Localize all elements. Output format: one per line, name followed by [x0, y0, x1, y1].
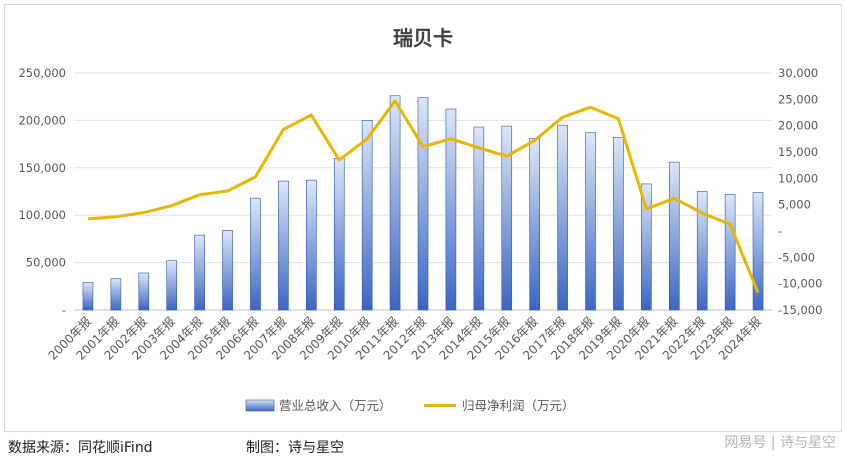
revenue-bar	[557, 124, 568, 311]
y-left-tick-label: 50,000	[26, 256, 66, 270]
revenue-bar	[361, 120, 373, 311]
y-right-tick-label: 5,000	[778, 198, 811, 212]
data-source: 数据来源：同花顺iFind	[8, 440, 153, 456]
chart-maker: 制图：诗与星空	[246, 440, 344, 456]
y-right-tick-label: 25,000	[778, 92, 818, 106]
y-right-tick-label: -5,000	[778, 250, 815, 264]
y-right-tick-label: -15,000	[778, 303, 822, 317]
net-profit-line	[87, 99, 760, 294]
revenue-bar	[278, 180, 289, 311]
y-left-tick-label: 100,000	[18, 208, 66, 222]
legend-bar-swatch	[245, 399, 275, 412]
revenue-bar	[222, 230, 233, 311]
y-left-tick-label: 150,000	[18, 161, 66, 175]
revenue-bar	[613, 137, 624, 311]
y-right-tick-label: 20,000	[778, 119, 818, 133]
legend-revenue-label: 营业总收入（万元）	[279, 398, 392, 413]
revenue-bar	[445, 108, 457, 311]
revenue-bar	[473, 126, 485, 311]
revenue-bar	[529, 138, 540, 311]
y-left-tick-label: 200,000	[18, 113, 66, 127]
revenue-bar	[501, 125, 513, 311]
revenue-bar	[306, 179, 317, 311]
y-left-tick-label: 250,000	[18, 66, 66, 80]
y-right-tick-label: 10,000	[778, 171, 818, 185]
revenue-bar	[389, 95, 401, 311]
y-right-tick-label: -	[778, 224, 782, 238]
revenue-bar	[333, 158, 345, 311]
revenue-bar	[138, 272, 150, 311]
revenue-bar	[110, 278, 122, 311]
revenue-bar	[696, 191, 708, 311]
revenue-bar	[194, 234, 205, 311]
revenue-bar	[417, 97, 429, 311]
revenue-bar	[250, 197, 261, 311]
revenue-bar	[724, 194, 736, 311]
y-right-tick-label: 15,000	[778, 145, 818, 159]
watermark: 网易号 | 诗与星空	[724, 435, 836, 451]
revenue-bar	[585, 132, 596, 311]
chart-title: 瑞贝卡	[393, 26, 453, 50]
revenue-bar	[668, 161, 680, 311]
revenue-bar	[82, 282, 94, 311]
revenue-bar	[752, 192, 764, 311]
y-left-tick-label: -	[62, 303, 66, 317]
revenue-bar	[641, 183, 652, 311]
y-right-tick-label: 30,000	[778, 66, 818, 80]
y-right-tick-label: -10,000	[778, 277, 822, 291]
revenue-bar	[166, 260, 178, 311]
legend-profit-label: 归母净利润（万元）	[462, 398, 575, 413]
